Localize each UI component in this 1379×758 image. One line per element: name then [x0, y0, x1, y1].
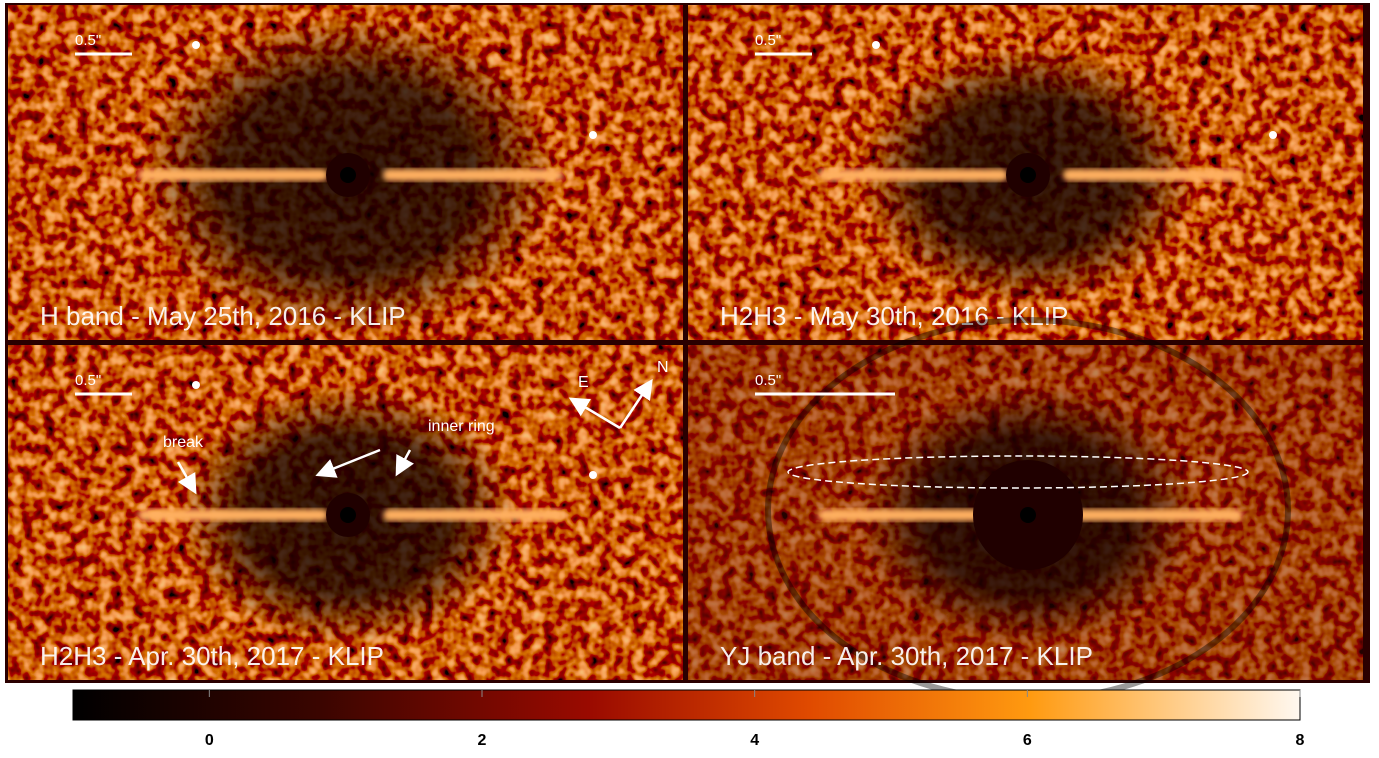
disk-streak: [1063, 509, 1243, 521]
disk-streak: [818, 169, 1008, 181]
tick-label: 0: [205, 732, 214, 749]
scale-bar-label: 0.5": [755, 372, 781, 389]
center: [340, 167, 356, 183]
annotation: inner ring: [428, 418, 495, 435]
panel-label: H2H3 - Apr. 30th, 2017 - KLIP: [40, 641, 384, 671]
disk-streak: [818, 509, 1008, 521]
annotation: break: [163, 434, 204, 451]
point-source: [1269, 131, 1277, 139]
annotation: E: [578, 374, 589, 391]
image-panel: 0.5" H2H3 - May 30th, 2016 - KLIP: [688, 5, 1363, 340]
center: [1020, 167, 1036, 183]
scale-bar-label: 0.5": [75, 372, 101, 389]
point-source: [589, 131, 597, 139]
point-source: [192, 41, 200, 49]
center: [1020, 507, 1036, 523]
panel-label: YJ band - Apr. 30th, 2017 - KLIP: [720, 641, 1093, 671]
scale-bar-label: 0.5": [75, 32, 101, 49]
panel-label: H band - May 25th, 2016 - KLIP: [40, 301, 406, 331]
point-source: [192, 381, 200, 389]
tick-label: 4: [750, 732, 759, 749]
ring-outline: [787, 455, 1249, 489]
disk-streak: [138, 169, 328, 181]
tick-label: 8: [1296, 732, 1305, 749]
disk-streak: [383, 509, 563, 521]
panel-label: H2H3 - May 30th, 2016 - KLIP: [720, 301, 1068, 331]
tick-label: 6: [1023, 732, 1032, 749]
disk-streak: [138, 509, 328, 521]
scale-bar-label: 0.5": [755, 32, 781, 49]
disk-streak: [383, 169, 563, 181]
image-panel: 0.5" H2H3 - Apr. 30th, 2017 - KLIP break in…: [8, 345, 683, 680]
point-source: [589, 471, 597, 479]
tick-label: 2: [478, 732, 487, 749]
annotation-arrows: [176, 378, 653, 495]
center: [340, 507, 356, 523]
annotation: N: [657, 359, 669, 376]
colorbar: [72, 689, 1301, 721]
image-panel: 0.5" H band - May 25th, 2016 - KLIP: [8, 5, 683, 340]
image-panel: 0.5" YJ band - Apr. 30th, 2017 - KLIP: [688, 317, 1363, 703]
point-source: [872, 41, 880, 49]
disk-streak: [1063, 169, 1243, 181]
